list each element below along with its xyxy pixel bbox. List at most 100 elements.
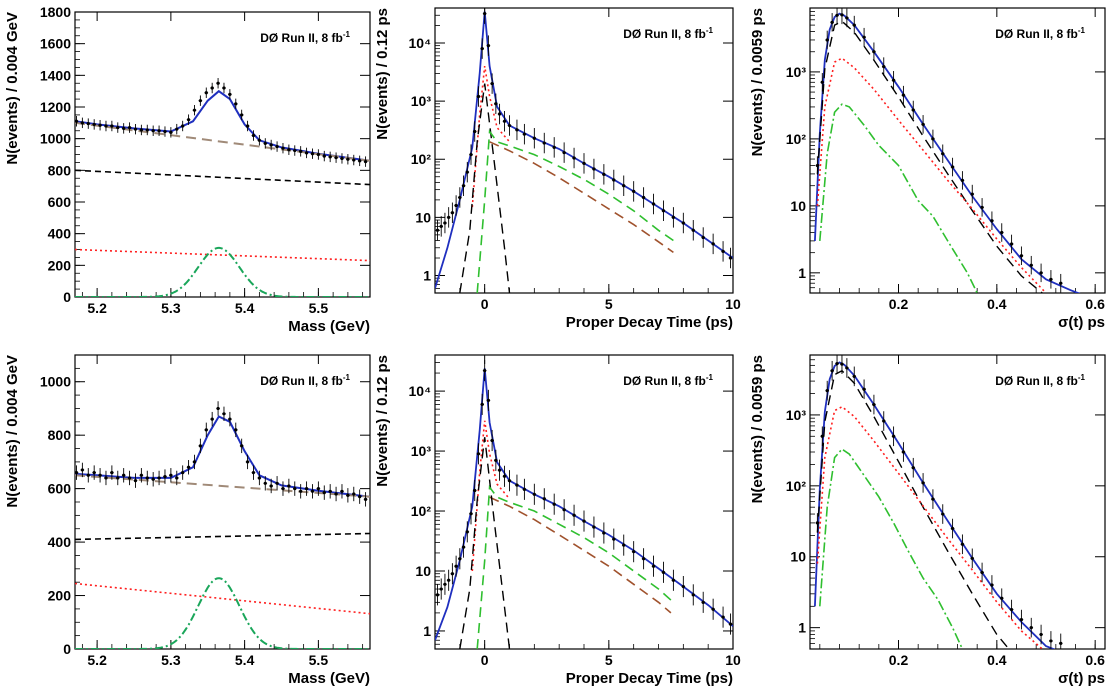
fit-curve-background-2 bbox=[75, 169, 370, 186]
data-point bbox=[322, 154, 326, 158]
data-point bbox=[234, 102, 238, 106]
data-point bbox=[175, 127, 179, 131]
data-point bbox=[1000, 230, 1004, 235]
data-point bbox=[711, 607, 715, 611]
data-point bbox=[1019, 617, 1024, 622]
data-point bbox=[435, 228, 440, 232]
data-point bbox=[98, 473, 102, 477]
data-point bbox=[75, 471, 79, 475]
data-point bbox=[1049, 277, 1053, 281]
experiment-label: DØ Run II, 8 fb-1 bbox=[623, 373, 713, 388]
experiment-label-main: DØ Run II, 8 fb bbox=[995, 374, 1078, 388]
data-point bbox=[651, 564, 656, 568]
data-point bbox=[122, 126, 126, 130]
data-point bbox=[80, 468, 84, 472]
y-tick-label: 400 bbox=[48, 226, 72, 242]
data-point bbox=[642, 195, 646, 200]
data-point bbox=[941, 512, 945, 516]
y-tick-label: 10³ bbox=[411, 93, 432, 109]
data-point bbox=[151, 129, 155, 133]
data-point bbox=[316, 487, 320, 491]
data-point bbox=[169, 473, 173, 477]
x-tick-label: 0.4 bbox=[987, 296, 1007, 312]
data-point bbox=[198, 444, 202, 448]
fit-curve-background-3 bbox=[75, 582, 370, 615]
data-point bbox=[911, 108, 915, 112]
x-tick-label: 0.4 bbox=[987, 652, 1007, 668]
data-point bbox=[352, 158, 356, 162]
data-point bbox=[622, 184, 626, 188]
data-point bbox=[632, 550, 636, 554]
x-axis-label: Proper Decay Time (ps) bbox=[566, 670, 733, 687]
y-tick-label: 1600 bbox=[40, 36, 71, 52]
fit-curve-total bbox=[435, 11, 733, 289]
panel-time-top: 0 5 10 1 10 10² 10³ 10⁴ Proper Decay Time (ps) N(… bbox=[374, 7, 741, 331]
data-point bbox=[681, 584, 685, 589]
plot-area bbox=[814, 8, 1081, 293]
plot-area bbox=[75, 401, 370, 649]
data-point bbox=[186, 465, 191, 469]
data-point bbox=[1019, 254, 1024, 258]
data-point bbox=[98, 123, 102, 127]
fit-curve-background-2 bbox=[816, 20, 1044, 293]
fit-curve-total bbox=[435, 368, 733, 641]
data-point bbox=[334, 156, 338, 160]
data-point bbox=[950, 165, 955, 169]
data-point bbox=[1039, 632, 1043, 637]
data-point bbox=[216, 81, 220, 85]
data-point bbox=[562, 508, 566, 512]
data-point bbox=[542, 497, 546, 501]
data-point bbox=[454, 564, 458, 568]
data-point bbox=[104, 476, 108, 480]
y-axis-label: N(events) / 0.004 GeV bbox=[4, 12, 21, 165]
data-point bbox=[269, 484, 273, 488]
data-point bbox=[1039, 271, 1043, 275]
y-tick-label: 1 bbox=[423, 623, 431, 639]
data-point bbox=[245, 460, 250, 464]
y-tick-label: 10 bbox=[790, 549, 806, 565]
data-point bbox=[299, 149, 303, 153]
experiment-label-sup: -1 bbox=[706, 26, 714, 35]
data-point bbox=[970, 192, 974, 196]
data-point bbox=[830, 369, 834, 373]
experiment-label-sup: -1 bbox=[706, 373, 714, 382]
data-point bbox=[86, 473, 90, 477]
experiment-label-main: DØ Run II, 8 fb bbox=[260, 374, 343, 388]
data-point bbox=[852, 374, 856, 378]
data-point bbox=[263, 141, 267, 146]
plot-frame bbox=[434, 7, 734, 294]
data-point bbox=[461, 545, 466, 549]
data-point bbox=[980, 205, 984, 209]
data-point bbox=[316, 152, 320, 157]
data-point bbox=[882, 65, 886, 69]
y-tick-label: 1 bbox=[798, 265, 806, 281]
y-tick-label: 1000 bbox=[40, 374, 71, 390]
data-point bbox=[901, 450, 906, 454]
data-point bbox=[240, 444, 244, 448]
data-point bbox=[435, 593, 440, 597]
data-point bbox=[507, 479, 512, 483]
data-point bbox=[582, 519, 586, 523]
data-point bbox=[622, 543, 626, 547]
x-tick-label: 10 bbox=[725, 296, 741, 312]
y-tick-label: 10² bbox=[786, 131, 807, 147]
y-tick-label: 800 bbox=[48, 162, 72, 178]
data-point bbox=[862, 387, 866, 391]
data-point bbox=[515, 483, 519, 487]
x-axis-label: Mass (GeV) bbox=[288, 670, 370, 687]
data-point bbox=[86, 122, 90, 126]
panel-sigma-top: 0.2 0.4 0.6 1 10 10² 10³ σ(t) ps N(events) / 0.0… bbox=[749, 7, 1106, 331]
data-point bbox=[122, 473, 126, 477]
data-point bbox=[469, 512, 473, 516]
y-tick-label: 600 bbox=[48, 481, 72, 497]
data-point bbox=[145, 476, 149, 480]
x-tick-label: 5.2 bbox=[87, 300, 107, 316]
data-point bbox=[532, 136, 536, 140]
experiment-label-main: DØ Run II, 8 fb bbox=[260, 31, 343, 45]
data-point bbox=[835, 13, 839, 17]
data-point bbox=[497, 112, 502, 116]
data-point bbox=[222, 86, 226, 90]
data-point bbox=[328, 489, 332, 493]
data-point bbox=[891, 78, 896, 82]
